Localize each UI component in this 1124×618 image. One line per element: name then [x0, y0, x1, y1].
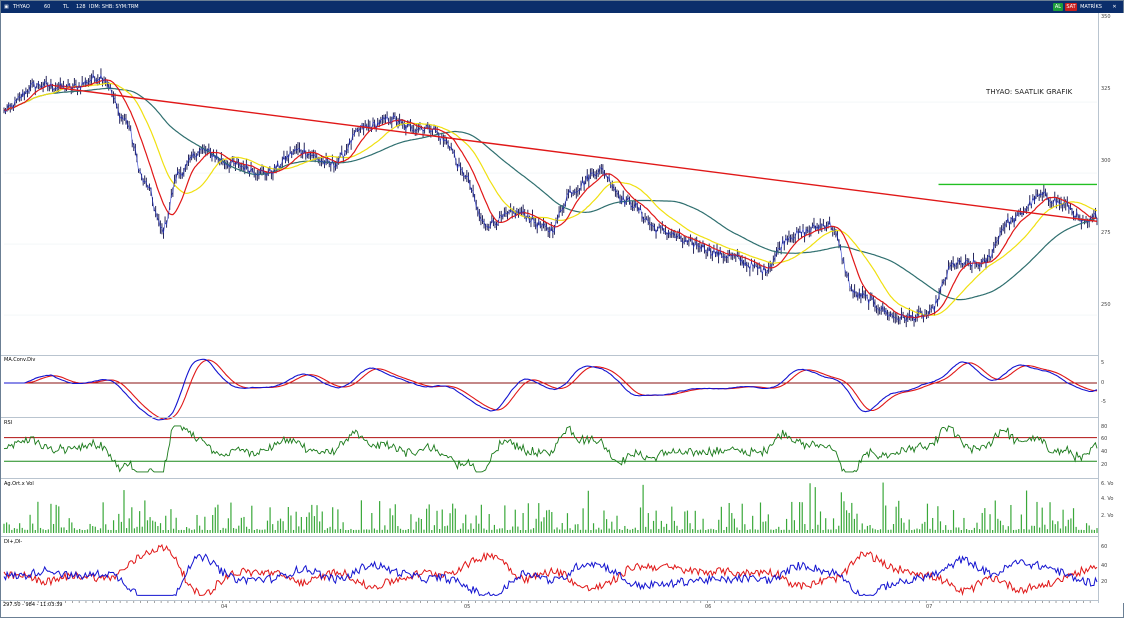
panel-separator	[1, 417, 1098, 418]
di-plus-line	[3, 553, 1098, 597]
macd-signal-line	[4, 359, 1098, 420]
ma-mid-line	[3, 82, 1098, 316]
ma-short-line	[3, 79, 1098, 319]
status-readout: 297.50 - 984 - 11:03:39	[3, 602, 63, 608]
price-tick-label: 300	[1101, 158, 1111, 164]
rsi-line	[3, 425, 1098, 473]
sell-button[interactable]: SAT	[1065, 3, 1077, 11]
indicator-field[interactable]: IDM: SHB: SYM:TRM	[89, 4, 139, 10]
macd-line	[4, 358, 1098, 421]
rsi-tick-label: 60	[1101, 436, 1108, 442]
x-tick-label: 04	[221, 604, 228, 610]
price-tick-label: 325	[1101, 86, 1111, 92]
panel-separator	[1, 478, 1098, 479]
dmi-tick-label: 20	[1101, 579, 1108, 585]
panel-separator	[1, 600, 1098, 601]
volume-tick-label: 6. Vo	[1101, 481, 1114, 487]
rsi-tick-label: 20	[1101, 462, 1108, 468]
volume-tick-label: 2. Vo	[1101, 513, 1114, 519]
panel-separator	[1, 536, 1098, 537]
chart-annotation: THYAO: SAATLIK GRAFIK	[986, 88, 1073, 96]
macd-panel-label: MA.Conv.Div	[4, 357, 36, 363]
rsi-panel-label: RSI	[4, 420, 13, 426]
trendline	[58, 87, 1098, 223]
price-tick-label: 250	[1101, 302, 1111, 308]
macd-tick-label: -5	[1101, 399, 1106, 405]
currency-field[interactable]: TL	[63, 4, 69, 10]
rsi-tick-label: 80	[1101, 424, 1108, 430]
panel-separator	[1, 355, 1098, 356]
volume-tick-label: 4. Vo	[1101, 496, 1114, 502]
macd-tick-label: 5	[1101, 360, 1105, 366]
symbol-label[interactable]: THYAO	[13, 4, 30, 10]
dmi-tick-label: 60	[1101, 544, 1108, 550]
matriks-button[interactable]: MATRİKS	[1080, 3, 1102, 11]
macd-tick-label: 0	[1101, 380, 1105, 386]
price-tick-label: 350	[1101, 14, 1111, 20]
x-tick-label: 06	[705, 604, 712, 610]
x-tick-label: 05	[464, 604, 471, 610]
buy-button[interactable]: AL	[1053, 3, 1063, 11]
volume-panel-label: Ag.Ort.x Vol	[4, 481, 34, 487]
x-tick-label: 07	[926, 604, 933, 610]
close-icon[interactable]: ✕	[1108, 3, 1121, 11]
ma-long-line	[3, 87, 1098, 301]
dmi-panel-label: DI+,DI-	[4, 539, 23, 545]
price-tick-label: 275	[1101, 230, 1111, 236]
right-price-axis	[1098, 13, 1124, 603]
di-minus-line	[3, 543, 1098, 597]
dmi-tick-label: 40	[1101, 563, 1108, 569]
chart-toolbar: ▣ THYAO 60 TL 128 IDM: SHB: SYM:TRM AL S…	[1, 1, 1123, 13]
window-icon: ▣	[4, 4, 9, 10]
period-field[interactable]: 60	[44, 4, 51, 10]
rsi-tick-label: 40	[1101, 449, 1108, 455]
price-close-line	[3, 73, 1098, 322]
bar-count-field[interactable]: 128	[76, 4, 86, 10]
